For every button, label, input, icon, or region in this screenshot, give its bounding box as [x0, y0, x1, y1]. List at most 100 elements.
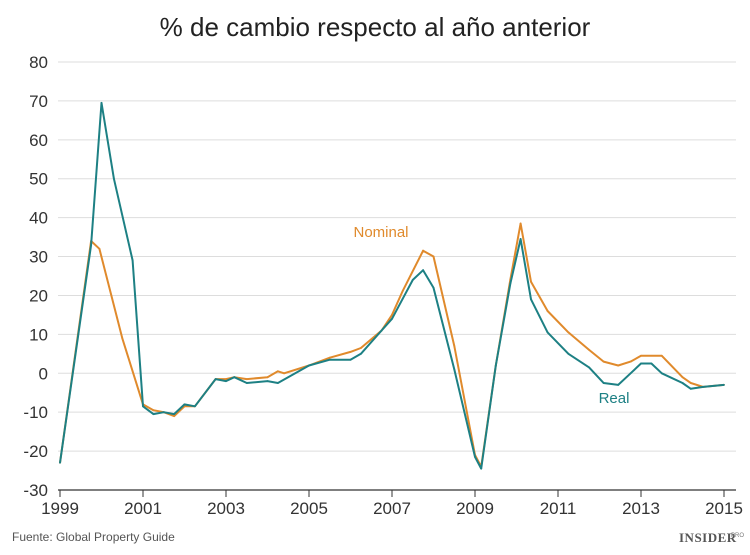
data-point-real [480, 467, 483, 470]
y-tick-label: 70 [29, 92, 48, 111]
data-point-nominal [422, 249, 424, 252]
data-point-nominal [546, 310, 549, 312]
y-tick-label: 40 [29, 209, 48, 228]
data-point-real [702, 386, 705, 388]
data-point-real [360, 352, 362, 355]
data-point-nominal [617, 364, 620, 367]
data-point-real [640, 362, 642, 365]
data-point-real [650, 362, 653, 365]
y-tick-label: -20 [23, 442, 48, 461]
x-tick-label: 2015 [705, 499, 743, 518]
data-point-real [245, 382, 248, 384]
data-point-real [173, 413, 176, 415]
data-point-real [349, 358, 352, 361]
data-point-real [546, 331, 549, 334]
x-tick-label: 2007 [373, 499, 411, 518]
data-point-nominal [567, 331, 570, 334]
data-point-nominal [225, 378, 227, 380]
x-tick-label: 2011 [540, 499, 577, 518]
x-tick-label: 2013 [622, 499, 660, 518]
data-point-real [411, 279, 414, 281]
data-point-nominal [401, 290, 404, 293]
data-point-real [266, 380, 269, 382]
data-point-real [617, 384, 620, 386]
data-point-real [152, 413, 155, 415]
data-point-real [131, 259, 134, 262]
y-tick-label: -10 [23, 403, 48, 422]
data-point-real [681, 382, 684, 384]
source-note: Fuente: Global Property Guide [12, 530, 175, 544]
data-point-nominal [689, 382, 692, 384]
y-tick-label: 0 [39, 364, 48, 383]
data-point-nominal [588, 349, 590, 351]
data-point-real [214, 378, 217, 380]
data-point-real [391, 317, 393, 320]
data-point-real [629, 372, 632, 375]
data-point-nominal [681, 376, 684, 379]
data-point-real [59, 461, 61, 464]
data-point-nominal [660, 354, 663, 357]
y-tick-label: 50 [29, 170, 48, 189]
x-tick-label: 2003 [207, 499, 245, 518]
data-point-real [233, 376, 236, 379]
data-point-nominal [360, 347, 362, 349]
data-point-nominal [530, 280, 532, 283]
series-labels: Nominal Real [353, 224, 629, 407]
y-tick-label: 20 [29, 286, 48, 305]
x-tick-label: 1999 [41, 499, 79, 518]
data-point-real [308, 364, 310, 367]
data-point-nominal [152, 409, 155, 412]
data-point-real [660, 372, 663, 375]
data-point-nominal [519, 222, 522, 225]
data-point-real [474, 456, 476, 458]
data-point-real [432, 286, 435, 289]
chart-title: % de cambio respecto al año anterior [160, 12, 591, 42]
data-point-real [530, 298, 532, 301]
y-tick-label: 30 [29, 248, 48, 267]
data-point-real [162, 411, 165, 414]
y-axis-ticks: 80 70 60 50 40 30 20 10 0 -10 -20 -30 [23, 53, 48, 500]
data-point-real [225, 380, 227, 382]
x-tick-label: 2005 [290, 499, 328, 518]
data-point-real [422, 269, 424, 272]
y-tick-label: 10 [29, 325, 48, 344]
series-label-nominal: Nominal [353, 224, 408, 241]
data-point-nominal [283, 372, 285, 375]
data-point-real [183, 403, 186, 406]
data-point-real [142, 405, 144, 408]
data-point-nominal [432, 255, 435, 258]
data-point-nominal [349, 351, 352, 353]
data-point-nominal [602, 360, 605, 363]
data-point-real [453, 368, 456, 371]
y-tick-label: 60 [29, 131, 48, 150]
gridlines [58, 61, 736, 491]
series-line-real [59, 101, 725, 470]
y-tick-label: -30 [23, 481, 48, 500]
series-lines [59, 101, 725, 470]
data-point-real [567, 352, 570, 355]
series-line-nominal [59, 222, 725, 468]
data-point-real [494, 364, 497, 367]
data-point-real [689, 387, 692, 390]
x-tick-label: 2001 [124, 499, 162, 518]
data-point-nominal [391, 314, 393, 316]
data-point-nominal [121, 337, 124, 340]
data-point-nominal [640, 354, 642, 357]
data-point-real [401, 298, 404, 301]
y-tick-label: 80 [29, 53, 48, 72]
data-point-nominal [629, 360, 632, 363]
data-point-nominal [173, 415, 176, 417]
data-point-real [509, 282, 512, 285]
data-point-nominal [98, 247, 101, 250]
data-point-real [602, 382, 605, 384]
series-label-real: Real [599, 390, 630, 407]
data-point-nominal [266, 376, 269, 379]
data-point-real [90, 244, 92, 246]
data-point-real [113, 177, 115, 180]
data-point-real [723, 384, 725, 386]
data-point-real [100, 102, 103, 104]
data-point-real [519, 238, 522, 240]
data-point-nominal [277, 370, 279, 373]
data-point-real [588, 366, 590, 369]
brand-logo: INSIDER [679, 530, 737, 545]
